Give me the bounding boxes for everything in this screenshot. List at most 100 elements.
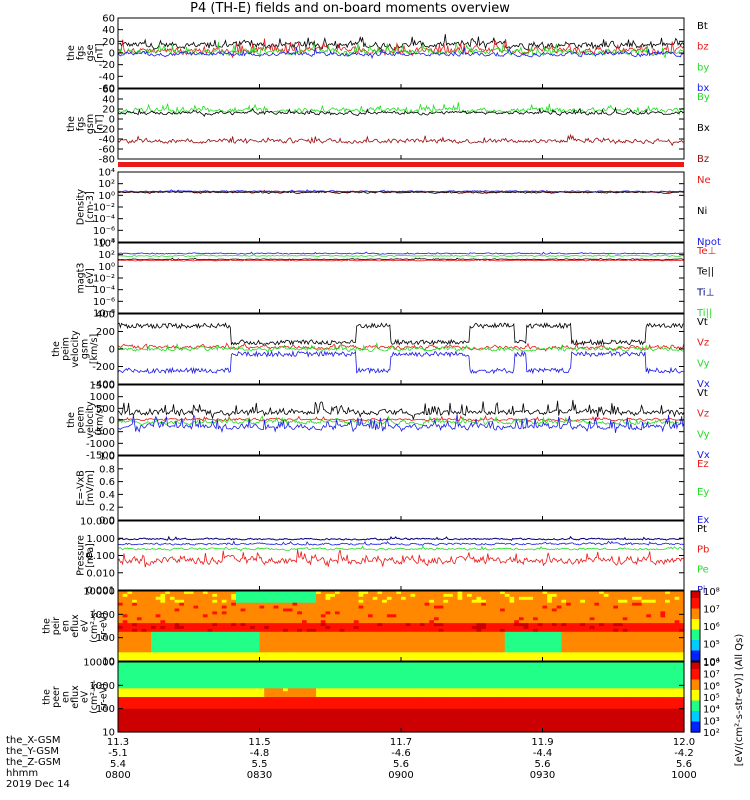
ytick-label-temperature: 10⁻⁴ [93,285,115,296]
xaxis-value-x: 11.3 [107,737,129,748]
panel-frame-efield [117,455,685,521]
ytick-label-peim-velocity: 200 [96,327,115,338]
legend-peem-velocity: Vz [697,409,709,420]
figure-title: P4 (TH-E) fields and on-board moments ov… [190,1,510,16]
series-Bt [117,34,685,51]
ytick-label-density: 10⁻² [93,203,115,214]
ylabel-peim-velocity: the [51,341,62,357]
ytick-label-fgs-gse: 60 [102,14,115,25]
ylabel-fgs-gsm: [nT] [94,114,105,133]
legend-temperature: Ti|| [696,308,712,319]
ylabel-peir-eflux: the [42,618,53,634]
ytick-label-efield: 1.0 [99,452,115,463]
colorbar-peir-tick: 10⁸ [703,587,720,598]
xaxis-value-z: 5.6 [393,759,409,770]
ylabel-density: Density [75,189,86,225]
ytick-label-fgs-gsm: -40 [99,135,115,146]
ylabel-fgs-gse: gse [85,44,96,61]
xaxis-value-x: 11.7 [390,737,412,748]
ytick-label-efield: 0.2 [99,503,115,514]
panel-frame-fgs-gsm [117,88,685,160]
ytick-label-fgs-gse: -40 [99,72,115,83]
xaxis-value-hhmm: 1000 [671,770,696,781]
ylabel-peem-velocity: peem [75,407,86,434]
series-Pb [117,549,685,568]
ylabel-peim-velocity: peim [61,337,72,361]
xaxis-value-x: 11.9 [531,737,553,748]
ylabel-fgs-gsm: fgs [75,117,86,131]
series-By [117,102,685,116]
ytick-label-peer-eflux: 100 [96,704,115,715]
legend-efield: Ex [697,515,709,526]
x-row-label-hhmm: hhmm [6,768,39,779]
ylabel-peer-eflux: (cm²-s- [89,680,100,714]
ytick-label-density: 10⁻⁸ [93,238,115,249]
series-bx [117,47,685,60]
spectrogram-peir [118,591,685,662]
ylabel-peer-eflux: sr-eV) [99,683,110,711]
ylabel-peem-velocity: velocity [85,401,96,439]
legend-peem-velocity: Vy [697,429,710,440]
series-peem-Vx [117,413,685,433]
ytick-label-density: 10² [98,179,115,190]
ytick-label-peir-eflux: 10 [102,657,115,668]
ytick-label-fgs-gsm: -80 [99,155,115,166]
colorbar-label: [eV/(cm²-s-str-eV)] (All Qs) [734,634,745,767]
colorbar-peer-tick: 10⁵ [703,693,720,704]
ylabel-fgs-gsm: the [66,116,77,132]
ytick-label-temperature: 10⁻⁸ [93,309,115,320]
xaxis-value-z: 5.6 [535,759,551,770]
xaxis-value-hhmm: 0900 [388,770,413,781]
ylabel-peim-velocity: [km/s] [89,334,100,364]
ylabel-peir-eflux: sr-eV) [99,612,110,640]
ylabel-fgs-gse: [nT] [94,43,105,62]
legend-fgs-gse: bz [697,42,709,53]
ytick-label-peim-velocity: -200 [92,362,115,373]
legend-temperature: Te⊥ [696,246,716,257]
ylabel-peem-velocity: the [66,412,77,428]
ylabel-peim-velocity: velocity [70,330,81,368]
panel-frame-pressure [117,520,685,591]
xaxis-value-z: 5.6 [676,759,692,770]
xaxis-value-y: -4.6 [391,748,411,759]
ytick-label-density: 10⁴ [98,168,115,179]
series-peem-Vt [117,399,685,421]
ylabel-peer-eflux: the [42,689,53,705]
xaxis-value-x: 11.5 [248,737,270,748]
series-Te-par [117,257,685,261]
ytick-label-temperature: 10⁰ [98,262,115,273]
flag-bar [118,162,684,167]
ytick-label-fgs-gsm: 60 [102,85,115,96]
ytick-label-fgs-gse: 40 [102,25,115,36]
colorbar-peir [691,591,700,662]
xaxis-value-y: -4.8 [250,748,270,759]
legend-fgs-gse: bx [697,83,709,94]
ytick-label-fgs-gsm: 0 [109,115,115,126]
ytick-label-peem-velocity: 1000 [90,392,115,403]
colorbar-peir-frame [690,590,701,662]
xaxis-value-x: 12.0 [673,737,695,748]
xaxis-value-hhmm: 0800 [105,770,130,781]
colorbar-peer-frame [690,661,701,733]
spectrogram-peer [118,662,685,733]
ytick-label-peim-velocity: 0 [109,345,115,356]
ylabel-efield: E=-VxB [75,470,86,505]
ytick-label-pressure: 1.000 [86,534,115,545]
series-Pt [117,535,685,541]
ylabel-peir-eflux: en [61,620,72,632]
panel-frame-peem-velocity [117,384,685,456]
series-peem-Vz [117,414,685,422]
legend-fgs-gse: by [697,62,709,73]
series-peim-Vt [117,322,685,346]
ylabel-peem-velocity: [km/s] [94,405,105,435]
ytick-label-peem-velocity: -1500 [86,451,115,462]
ylabel-peer-eflux: eV [80,690,91,703]
colorbar-peir-tick: 10⁵ [703,640,720,651]
ytick-label-temperature: 10⁻² [93,274,115,285]
ytick-label-efield: 0.0 [99,516,115,527]
ytick-label-peer-eflux: 10 [102,728,115,739]
series-Ni [117,190,685,194]
ylabel-peer-eflux: peer [51,686,62,708]
colorbar-peer-tick: 10⁶ [703,681,720,692]
